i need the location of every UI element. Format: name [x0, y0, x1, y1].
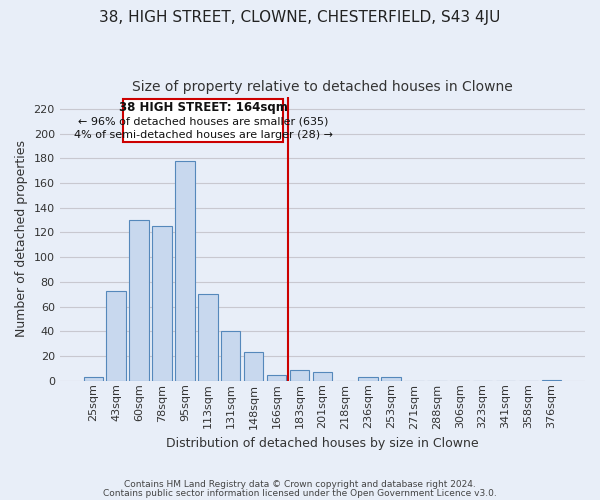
Bar: [244, 352, 263, 381]
Bar: [542, 380, 561, 381]
Bar: [83, 377, 103, 381]
Text: Contains public sector information licensed under the Open Government Licence v3: Contains public sector information licen…: [103, 488, 497, 498]
Bar: [152, 226, 172, 381]
FancyBboxPatch shape: [123, 99, 283, 142]
X-axis label: Distribution of detached houses by size in Clowne: Distribution of detached houses by size …: [166, 437, 479, 450]
Bar: [198, 294, 218, 381]
Y-axis label: Number of detached properties: Number of detached properties: [15, 140, 28, 337]
Bar: [313, 372, 332, 381]
Bar: [175, 161, 194, 381]
Bar: [358, 377, 378, 381]
Bar: [221, 332, 241, 381]
Bar: [106, 290, 126, 381]
Bar: [382, 377, 401, 381]
Bar: [130, 220, 149, 381]
Text: ← 96% of detached houses are smaller (635): ← 96% of detached houses are smaller (63…: [78, 117, 328, 127]
Text: 4% of semi-detached houses are larger (28) →: 4% of semi-detached houses are larger (2…: [74, 130, 333, 140]
Text: 38, HIGH STREET, CLOWNE, CHESTERFIELD, S43 4JU: 38, HIGH STREET, CLOWNE, CHESTERFIELD, S…: [100, 10, 500, 25]
Title: Size of property relative to detached houses in Clowne: Size of property relative to detached ho…: [132, 80, 513, 94]
Text: Contains HM Land Registry data © Crown copyright and database right 2024.: Contains HM Land Registry data © Crown c…: [124, 480, 476, 489]
Bar: [267, 374, 286, 381]
Bar: [290, 370, 309, 381]
Text: 38 HIGH STREET: 164sqm: 38 HIGH STREET: 164sqm: [119, 101, 287, 114]
